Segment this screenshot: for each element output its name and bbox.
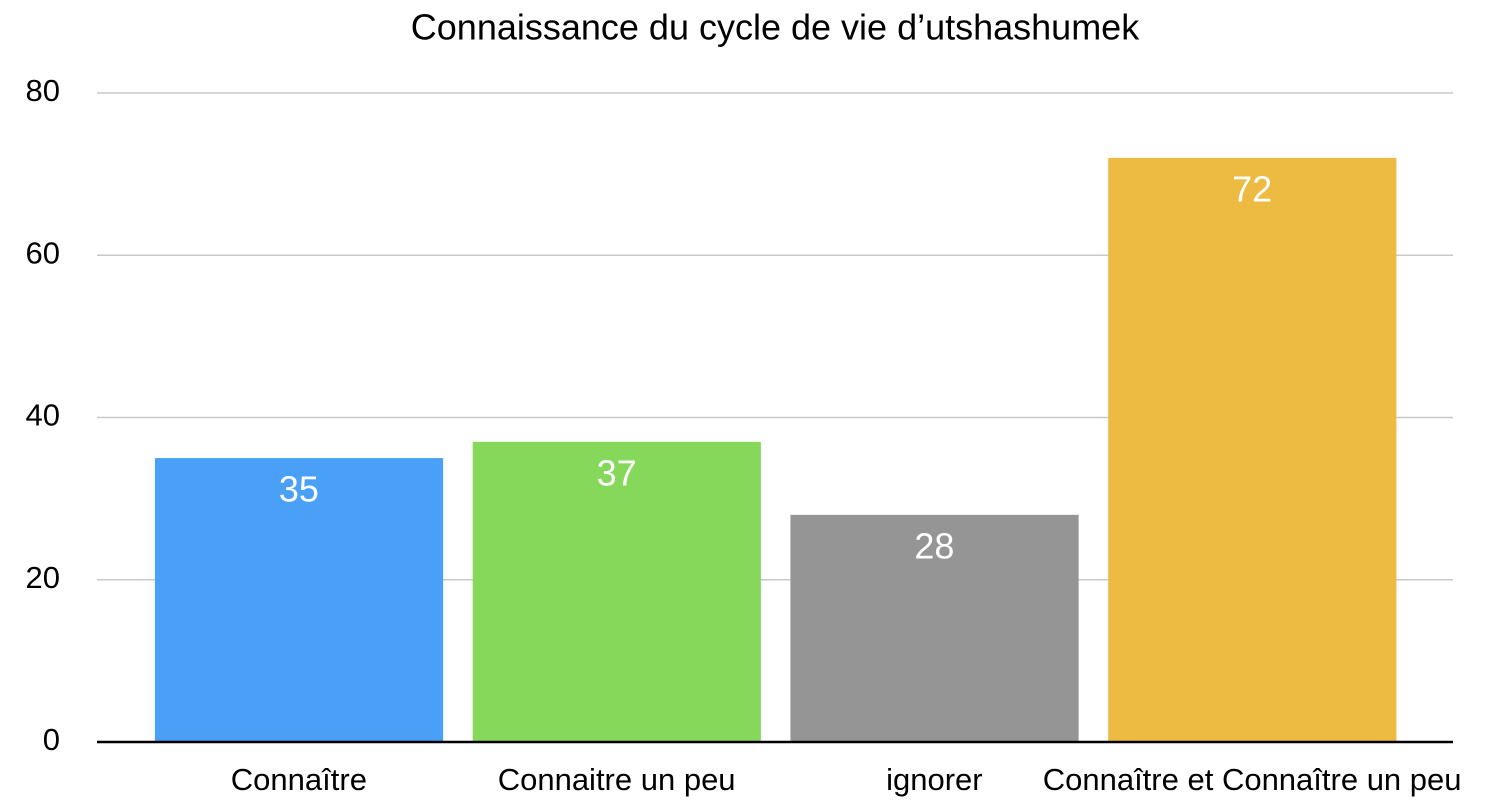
data-label: 28 bbox=[914, 525, 954, 566]
x-tick-label: ignorer bbox=[886, 762, 983, 797]
y-tick-label: 40 bbox=[26, 398, 60, 433]
y-tick-label: 20 bbox=[26, 560, 60, 595]
data-label: 35 bbox=[279, 469, 319, 510]
x-tick-label: Connaitre un peu bbox=[498, 762, 736, 797]
chart-title: Connaissance du cycle de vie d’utshashum… bbox=[411, 7, 1140, 48]
bar bbox=[154, 458, 444, 742]
y-tick-label: 0 bbox=[43, 722, 60, 757]
bar bbox=[790, 514, 1079, 742]
y-tick-label: 80 bbox=[26, 73, 60, 108]
y-tick-label: 60 bbox=[26, 235, 60, 270]
data-label: 37 bbox=[597, 452, 637, 493]
bar bbox=[1108, 157, 1397, 742]
x-tick-label: Connaître bbox=[231, 762, 367, 797]
bar bbox=[472, 441, 761, 742]
x-tick-label: Connaître et Connaître un peu bbox=[1043, 762, 1462, 797]
data-label: 72 bbox=[1232, 168, 1272, 209]
